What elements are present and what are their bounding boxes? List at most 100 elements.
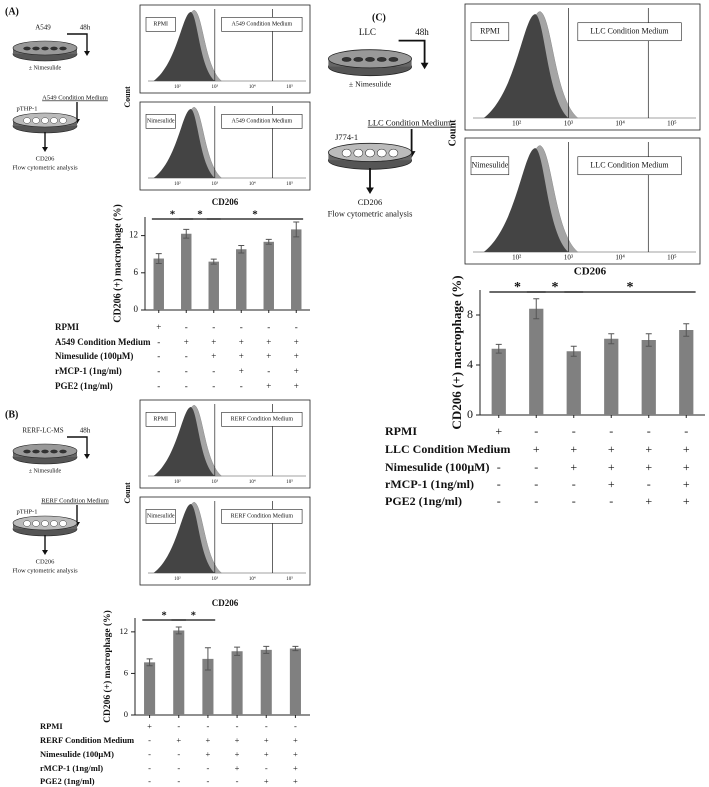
decade-label: 10² (174, 479, 181, 485)
condition-sign: + (683, 460, 690, 474)
analysis: Flow cytometric analysis (12, 164, 78, 171)
condition-sign: - (185, 366, 188, 376)
bar (263, 241, 274, 310)
bar (144, 662, 156, 715)
cell (23, 520, 31, 527)
histogram-fill (153, 407, 215, 476)
cell (23, 449, 31, 454)
decade-label: 10² (174, 84, 181, 90)
sample-label: RPMI (480, 27, 500, 36)
condition-name: Nimesulide (100μM) (55, 351, 133, 361)
condition-sign: - (267, 322, 270, 332)
histogram-fill (153, 504, 215, 573)
label-box (145, 114, 176, 129)
cell (341, 148, 352, 158)
condition-sign: + (239, 337, 244, 347)
bar (641, 340, 656, 415)
condition-sign: + (683, 494, 690, 508)
arrow-head (366, 187, 374, 194)
arrow-head (84, 51, 90, 56)
decade-label: 10⁵ (286, 576, 293, 582)
arrow (398, 39, 426, 64)
error-bar (265, 238, 272, 245)
significance-star: * (197, 209, 203, 221)
label-box (221, 114, 303, 129)
cell (59, 46, 67, 51)
condition-sign: + (294, 381, 299, 391)
condition-sign: + (645, 442, 652, 456)
condition-sign: + (184, 337, 189, 347)
recipient-cells: pTHP-1 (17, 508, 38, 515)
condition-sign: + (645, 460, 652, 474)
condition-sign: + (235, 763, 240, 773)
condition-name: RPMI (40, 721, 63, 731)
condition-sign: - (534, 477, 538, 491)
decade-label: 10³ (212, 181, 219, 187)
condition-sign: + (645, 494, 652, 508)
condition-sign: - (148, 749, 151, 759)
decade-label: 10² (174, 576, 181, 582)
bar (289, 648, 301, 715)
condition-sign: + (235, 735, 240, 745)
condition-name: PGE2 (1ng/ml) (385, 494, 462, 508)
condition-sign: - (148, 735, 151, 745)
histogram-fill (483, 14, 569, 118)
y-tick-label: 0 (467, 407, 473, 421)
error-bar (293, 221, 300, 238)
bar (604, 338, 619, 415)
cell-line: RERF-LC-MS (22, 427, 63, 435)
decade-label: 10⁴ (249, 181, 256, 187)
label-box (221, 509, 303, 524)
condition-sign: + (570, 442, 577, 456)
error-bar (263, 645, 270, 654)
bar (236, 249, 247, 310)
x-axis-label: CD206 (574, 266, 607, 278)
decade-label: 10⁵ (667, 120, 677, 128)
decade-label: 10⁴ (249, 479, 256, 485)
recipient-cells: pTHP-1 (17, 105, 38, 112)
condition-sign: - (497, 477, 501, 491)
condition-sign: + (264, 776, 269, 786)
condition-name: Nimesulide (100μM) (40, 749, 114, 759)
error-bar (495, 343, 502, 354)
condition-sign: + (206, 749, 211, 759)
error-bar (210, 258, 217, 265)
cell (59, 117, 67, 124)
panel-label: (C) (372, 12, 386, 23)
cell (50, 46, 58, 51)
label-box (221, 17, 303, 32)
significance-star: * (627, 280, 634, 295)
label-box (145, 17, 176, 32)
condition-sign: + (495, 424, 502, 438)
condition-name: RPMI (385, 424, 417, 438)
condition-sign: + (239, 351, 244, 361)
condition-sign: + (176, 735, 181, 745)
condition-label: RERF Condition Medium (231, 417, 294, 423)
condition-sign: - (157, 381, 160, 391)
condition-sign: - (177, 763, 180, 773)
condition-name: PGE2 (1ng/ml) (55, 381, 113, 391)
significance-star: * (170, 209, 176, 221)
panel-label: (B) (5, 409, 18, 420)
cell (32, 46, 40, 51)
decade-label: 10³ (212, 576, 219, 582)
condition-label: A549 Condition Medium (232, 119, 293, 125)
y-tick-label: 6 (134, 267, 139, 277)
condition-sign: + (608, 442, 615, 456)
count-label: Count (447, 119, 458, 146)
cell (23, 46, 31, 51)
bar (529, 308, 544, 415)
condition-sign: - (647, 424, 651, 438)
condition-sign: + (293, 776, 298, 786)
condition-sign: + (293, 735, 298, 745)
significance-star: * (162, 610, 167, 621)
condition-sign: + (608, 460, 615, 474)
condition-sign: + (608, 477, 615, 491)
condition-label: LLC Condition Medium (590, 161, 669, 170)
condition-label: RERF Condition Medium (231, 514, 294, 520)
cell (388, 57, 399, 62)
panel-label: (A) (5, 6, 19, 17)
condition-sign: - (497, 494, 501, 508)
treatment: ± Nimesulide (29, 468, 62, 474)
condition-sign: + (239, 366, 244, 376)
